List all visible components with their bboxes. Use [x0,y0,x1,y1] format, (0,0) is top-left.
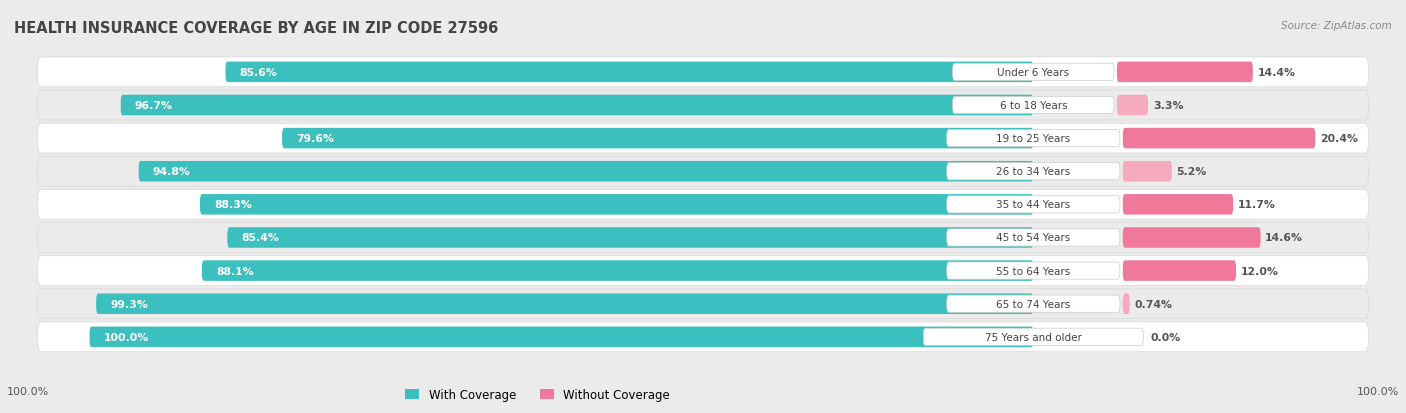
Text: 19 to 25 Years: 19 to 25 Years [997,134,1070,144]
Text: 88.3%: 88.3% [214,200,252,210]
FancyBboxPatch shape [924,328,1143,346]
FancyBboxPatch shape [228,228,1033,248]
FancyBboxPatch shape [946,196,1121,214]
FancyBboxPatch shape [1123,228,1261,248]
Text: 0.0%: 0.0% [1152,332,1181,342]
FancyBboxPatch shape [1123,195,1233,215]
Text: 45 to 54 Years: 45 to 54 Years [997,233,1070,243]
Legend: With Coverage, Without Coverage: With Coverage, Without Coverage [405,389,671,401]
FancyBboxPatch shape [38,223,1368,253]
FancyBboxPatch shape [952,97,1114,114]
FancyBboxPatch shape [96,294,1033,314]
Text: 85.4%: 85.4% [242,233,280,243]
Text: 6 to 18 Years: 6 to 18 Years [1000,101,1067,111]
Text: 12.0%: 12.0% [1240,266,1278,276]
Text: 94.8%: 94.8% [153,167,191,177]
FancyBboxPatch shape [200,195,1033,215]
Text: 96.7%: 96.7% [135,101,173,111]
Text: 99.3%: 99.3% [110,299,148,309]
Text: 55 to 64 Years: 55 to 64 Years [997,266,1070,276]
FancyBboxPatch shape [38,157,1368,187]
Text: 79.6%: 79.6% [297,134,335,144]
FancyBboxPatch shape [38,124,1368,154]
FancyBboxPatch shape [1123,294,1130,314]
FancyBboxPatch shape [1123,161,1171,182]
Text: Under 6 Years: Under 6 Years [997,68,1070,78]
FancyBboxPatch shape [139,161,1033,182]
FancyBboxPatch shape [946,262,1121,280]
Text: 14.6%: 14.6% [1265,233,1303,243]
Text: 3.3%: 3.3% [1153,101,1184,111]
Text: 0.74%: 0.74% [1135,299,1173,309]
Text: HEALTH INSURANCE COVERAGE BY AGE IN ZIP CODE 27596: HEALTH INSURANCE COVERAGE BY AGE IN ZIP … [14,21,498,36]
Text: 100.0%: 100.0% [7,387,49,396]
Text: 26 to 34 Years: 26 to 34 Years [997,167,1070,177]
Text: 35 to 44 Years: 35 to 44 Years [997,200,1070,210]
FancyBboxPatch shape [38,58,1368,88]
FancyBboxPatch shape [946,229,1121,247]
FancyBboxPatch shape [38,190,1368,220]
FancyBboxPatch shape [1116,95,1149,116]
FancyBboxPatch shape [38,289,1368,319]
Text: 88.1%: 88.1% [217,266,253,276]
FancyBboxPatch shape [946,130,1121,147]
FancyBboxPatch shape [225,62,1033,83]
Text: 75 Years and older: 75 Years and older [984,332,1081,342]
FancyBboxPatch shape [946,163,1121,180]
FancyBboxPatch shape [952,64,1114,81]
FancyBboxPatch shape [202,261,1033,281]
FancyBboxPatch shape [1123,261,1236,281]
Text: 85.6%: 85.6% [239,68,277,78]
Text: 11.7%: 11.7% [1237,200,1275,210]
Text: 5.2%: 5.2% [1177,167,1206,177]
Text: 100.0%: 100.0% [1357,387,1399,396]
FancyBboxPatch shape [283,128,1033,149]
FancyBboxPatch shape [1116,62,1253,83]
Text: 65 to 74 Years: 65 to 74 Years [997,299,1070,309]
FancyBboxPatch shape [1123,128,1315,149]
FancyBboxPatch shape [38,256,1368,286]
Text: 100.0%: 100.0% [104,332,149,342]
FancyBboxPatch shape [38,322,1368,352]
FancyBboxPatch shape [946,295,1121,313]
Text: 14.4%: 14.4% [1257,68,1295,78]
Text: 20.4%: 20.4% [1320,134,1358,144]
Text: Source: ZipAtlas.com: Source: ZipAtlas.com [1281,21,1392,31]
FancyBboxPatch shape [121,95,1033,116]
FancyBboxPatch shape [90,327,1033,347]
FancyBboxPatch shape [38,91,1368,121]
